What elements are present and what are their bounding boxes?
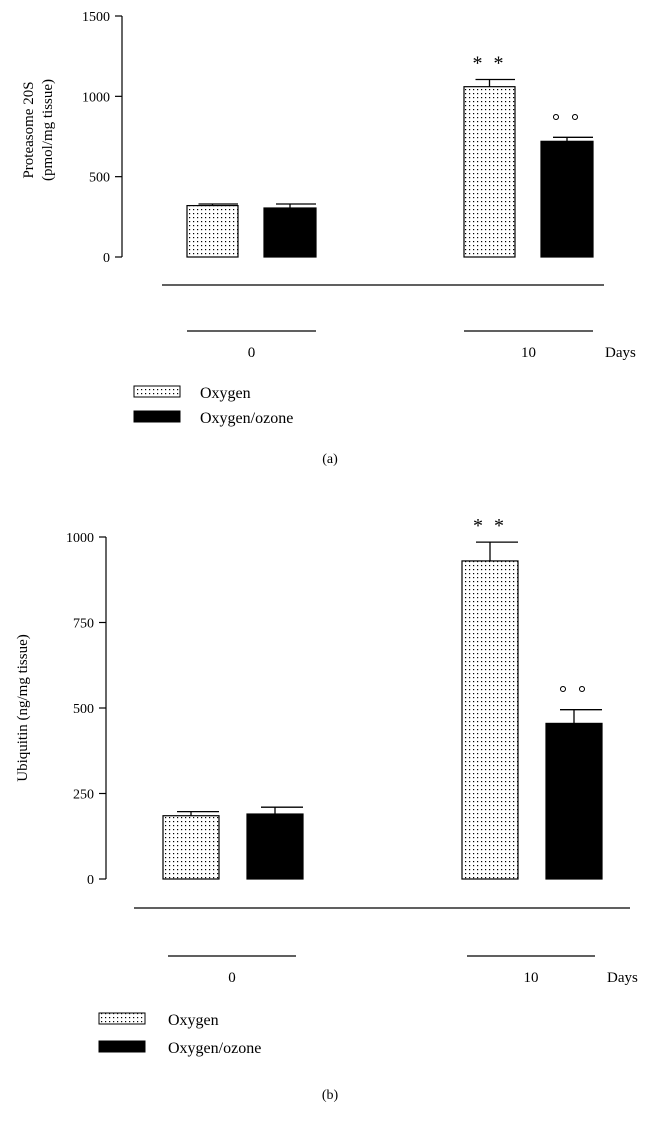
legend-label: Oxygen	[168, 1012, 219, 1029]
bar	[540, 140, 594, 258]
y-tick-label: 0	[87, 873, 94, 888]
bar	[263, 207, 317, 258]
y-axis-label: (pmol/mg tissue)	[40, 79, 56, 181]
legend-label: Oxygen/ozone	[168, 1040, 261, 1057]
panel-label: (a)	[322, 452, 338, 467]
x-unit-label: Days	[605, 345, 636, 361]
legend-swatch	[133, 410, 181, 423]
y-tick-label: 1000	[82, 90, 110, 105]
group-label: 10	[521, 345, 536, 361]
legend-swatch	[98, 1012, 146, 1025]
legend-swatch	[133, 385, 181, 398]
bar	[545, 722, 603, 880]
legend-swatch	[98, 1040, 146, 1053]
bar	[461, 560, 519, 880]
significance-marker: ° °	[552, 110, 582, 132]
group-label: 0	[248, 345, 256, 361]
y-tick-label: 500	[89, 171, 110, 186]
bar	[463, 86, 516, 258]
significance-marker: * *	[473, 515, 507, 537]
y-tick-label: 500	[73, 702, 94, 717]
significance-marker: * *	[473, 52, 507, 74]
y-tick-label: 0	[103, 251, 110, 266]
bar	[186, 204, 239, 258]
x-unit-label: Days	[607, 970, 638, 986]
bar	[246, 813, 304, 880]
y-axis-label: Proteasome 20S	[21, 81, 37, 178]
y-tick-label: 750	[73, 617, 94, 632]
y-tick-label: 1000	[66, 531, 94, 546]
panel-b: 0 250 500 750 1000 Ubiquitin (ng/mg tissue) * …	[15, 515, 638, 1103]
panel-label: (b)	[322, 1088, 339, 1103]
group-label: 10	[524, 970, 539, 986]
legend-label: Oxygen	[200, 385, 251, 402]
legend-label: Oxygen/ozone	[200, 410, 293, 427]
panel-a: 0 500 1000 1500 Proteasome 20S (pmol/mg tissu…	[21, 10, 636, 467]
y-axis-label: Ubiquitin (ng/mg tissue)	[15, 634, 31, 782]
y-tick-label: 250	[73, 788, 94, 803]
significance-marker: ° °	[559, 683, 589, 705]
bar	[162, 815, 220, 880]
y-tick-label: 1500	[82, 10, 110, 25]
group-label: 0	[228, 970, 236, 986]
